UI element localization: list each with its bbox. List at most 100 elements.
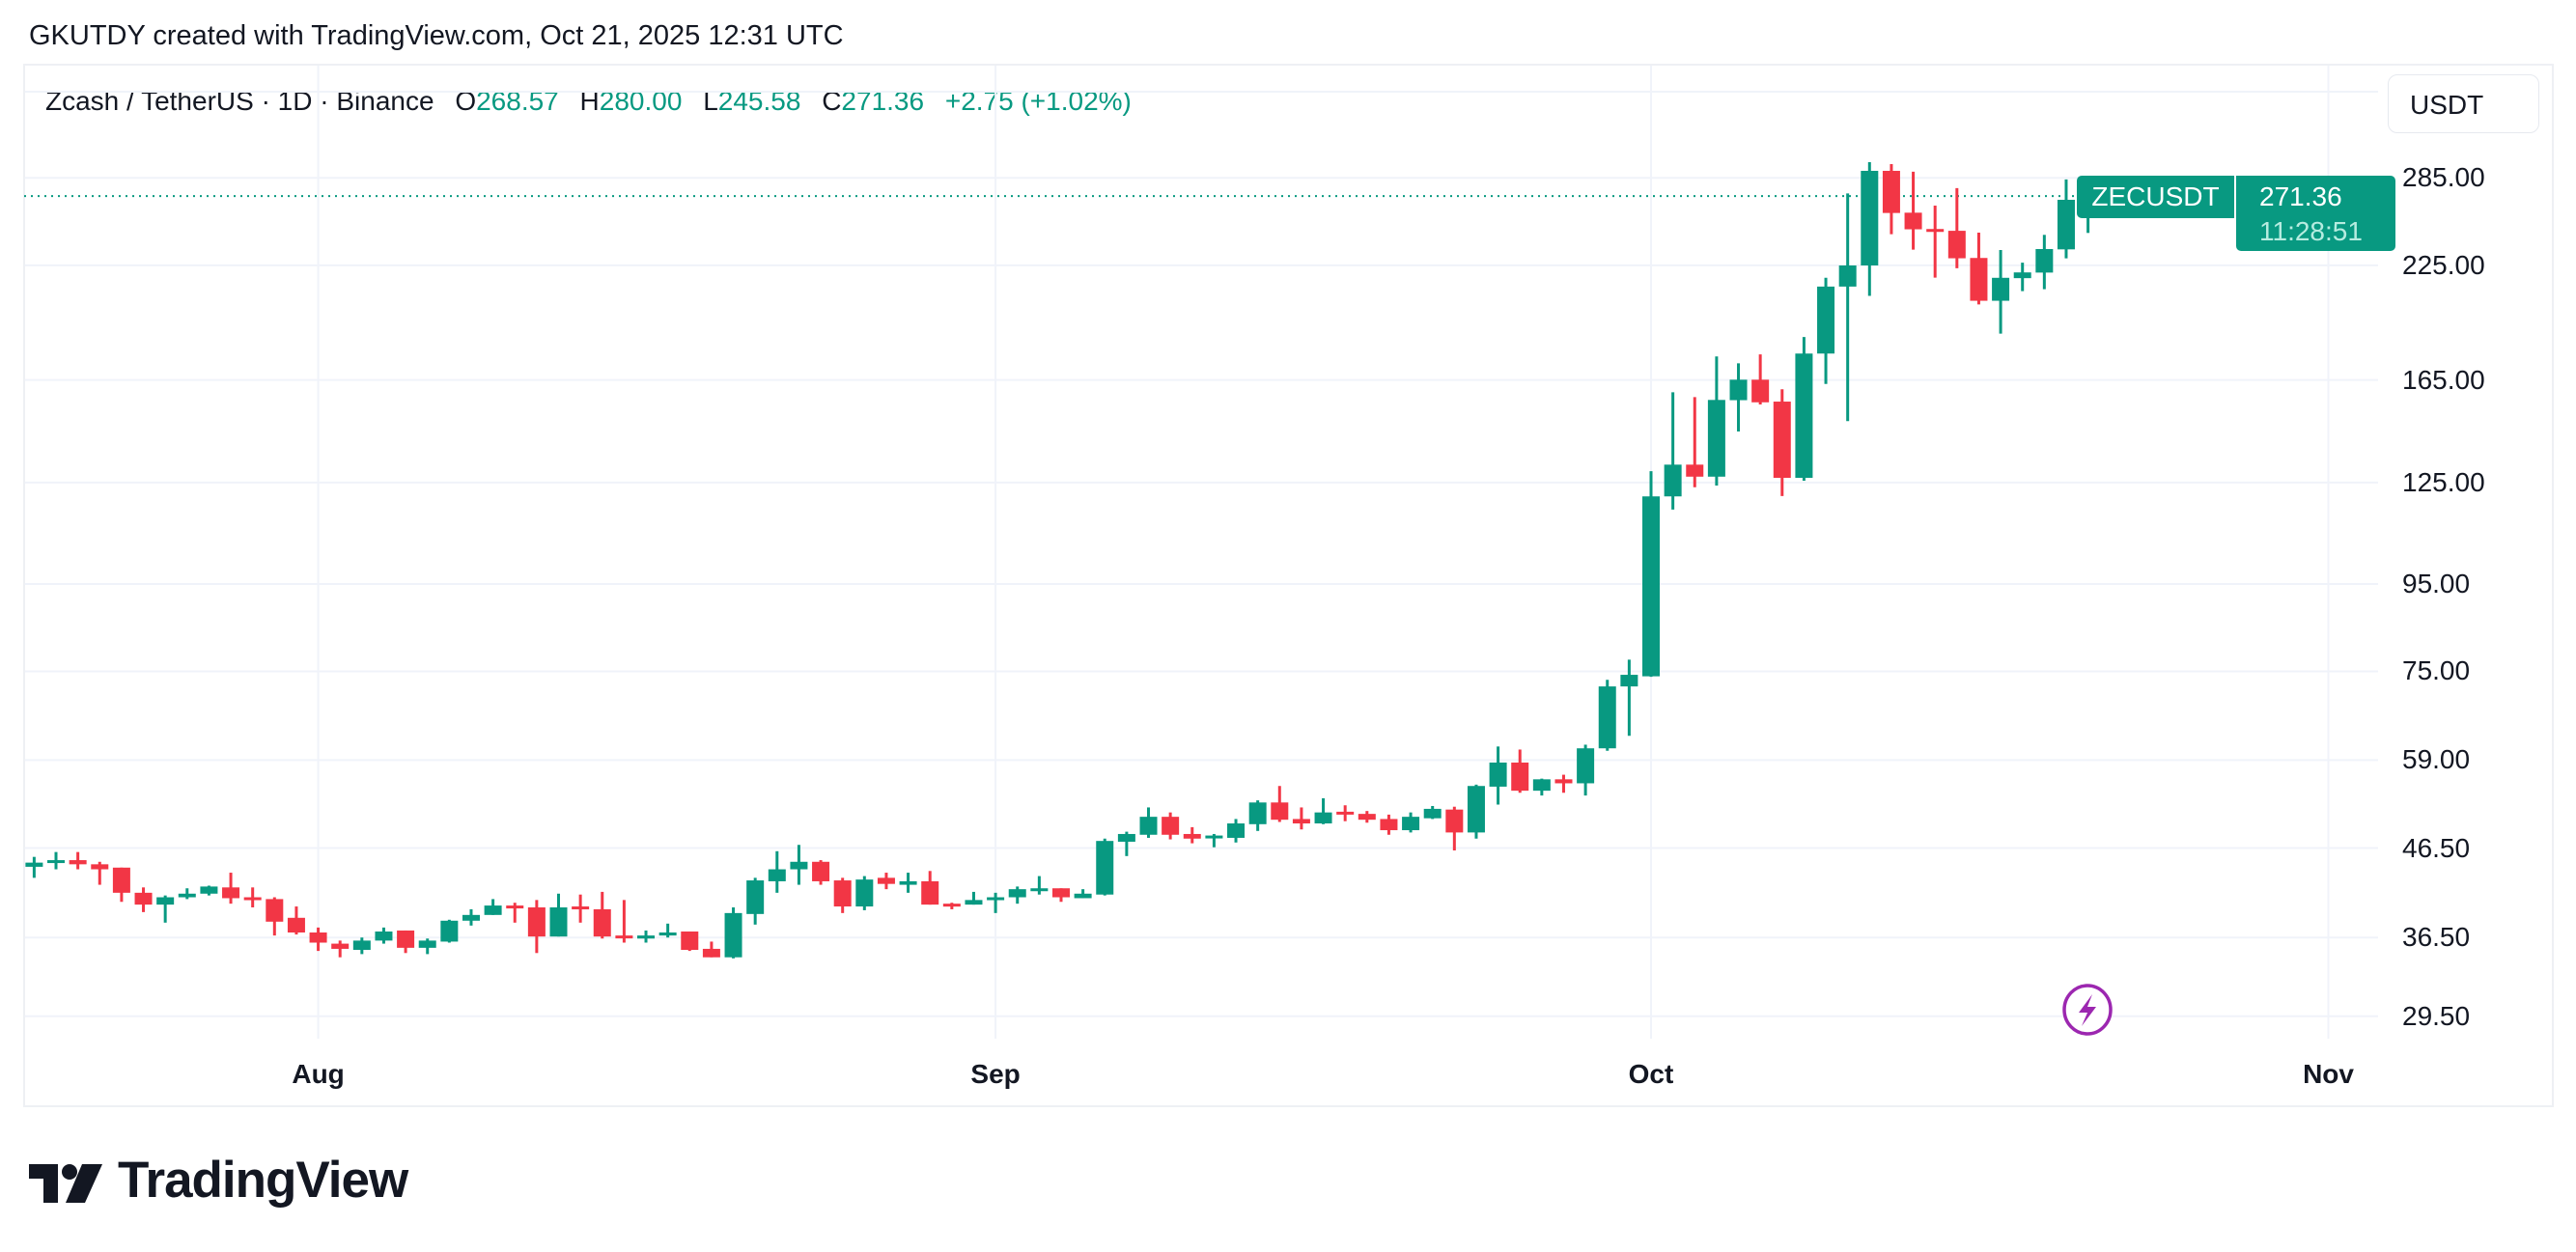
candle [1947,187,1966,268]
candle-body [724,912,742,958]
candle-body [418,940,436,948]
candle-body [1904,212,1922,230]
candle-body [1598,686,1616,749]
time-label: Nov [2303,1059,2354,1089]
candle [1162,812,1180,840]
candle-body [1642,496,1660,677]
candle-body [1664,464,1682,497]
candle [1051,888,1070,903]
candle [1817,277,1835,384]
candle [965,891,983,905]
candle [1620,659,1638,737]
candle-body [2013,272,2031,279]
tradingview-logo-icon[interactable] [29,1158,102,1209]
candle [69,851,87,870]
candle-body [1751,379,1770,403]
candle-body [352,940,371,951]
candle-body [25,862,43,867]
candle [681,931,699,952]
price-label: 165.00 [2402,364,2485,395]
candle-body [397,930,415,948]
candle-body [1838,264,1857,287]
candle [2013,263,2031,292]
candle [397,930,415,954]
candle-body [1445,809,1464,833]
candle [2057,179,2075,259]
candle [1904,171,1922,250]
candle-body [1992,277,2010,301]
candle [1729,363,1748,432]
candle [1074,889,1092,899]
candle-body [91,864,109,870]
candle-body [987,897,1005,901]
candle-body [243,897,262,901]
candle [375,927,393,944]
candle [812,860,830,885]
price-label: 95.00 [2402,568,2471,598]
candle [1861,161,1879,296]
candle-body [768,869,786,881]
candle-body [2035,248,2054,273]
candle [768,850,786,893]
candle [178,888,196,900]
candle-body [1707,400,1725,477]
candle [572,894,590,923]
candle [549,893,568,937]
candle-body [440,920,459,942]
candle [1577,744,1595,796]
candle-body [1882,170,1900,213]
candle [1336,805,1355,821]
candle-body [266,899,284,922]
candle [855,876,874,910]
candle [1926,206,1945,278]
candle-body [462,914,480,921]
candle-body [877,877,895,884]
candle [1532,778,1551,796]
time-label: Sep [970,1059,1021,1089]
candle [790,845,808,885]
candle-body [965,900,983,905]
candle-body [1314,812,1332,824]
candle [1707,356,1725,486]
candle-body [833,880,852,907]
candle [1227,819,1246,843]
candle [942,903,961,909]
candle-body [287,917,305,933]
candle [440,919,459,943]
symbol-badge: ZECUSDT [2077,176,2234,218]
candle [1008,886,1026,904]
candle [1096,838,1114,896]
candle-body [1380,819,1398,831]
candle [25,856,43,878]
price-label: 59.00 [2402,744,2471,775]
candle [418,938,436,955]
candle-body [47,860,66,864]
candle-body [855,879,874,907]
candle [243,887,262,908]
candle [1423,805,1442,820]
candle [1205,833,1223,848]
candle-body [1336,811,1355,815]
candle [1511,749,1529,793]
candle [1970,232,1988,305]
candle [1402,812,1420,833]
candle [352,937,371,955]
candle [1292,807,1310,830]
lightning-icon[interactable] [2062,984,2113,1036]
candle-body [69,860,87,865]
candle [287,906,305,935]
candle-body [1139,817,1158,835]
candle-body [331,943,350,949]
candle [1992,249,2010,334]
candle-body [1511,762,1529,792]
candle [1751,354,1770,404]
candle-body [1577,748,1595,784]
tradingview-logo-text[interactable]: TradingView [118,1152,408,1209]
candle-body [1074,893,1092,899]
price-label: 285.00 [2402,162,2485,193]
grid [24,65,2378,1039]
currency-button[interactable]: USDT [2388,74,2539,133]
candle [462,908,480,926]
candle-body [134,892,153,905]
